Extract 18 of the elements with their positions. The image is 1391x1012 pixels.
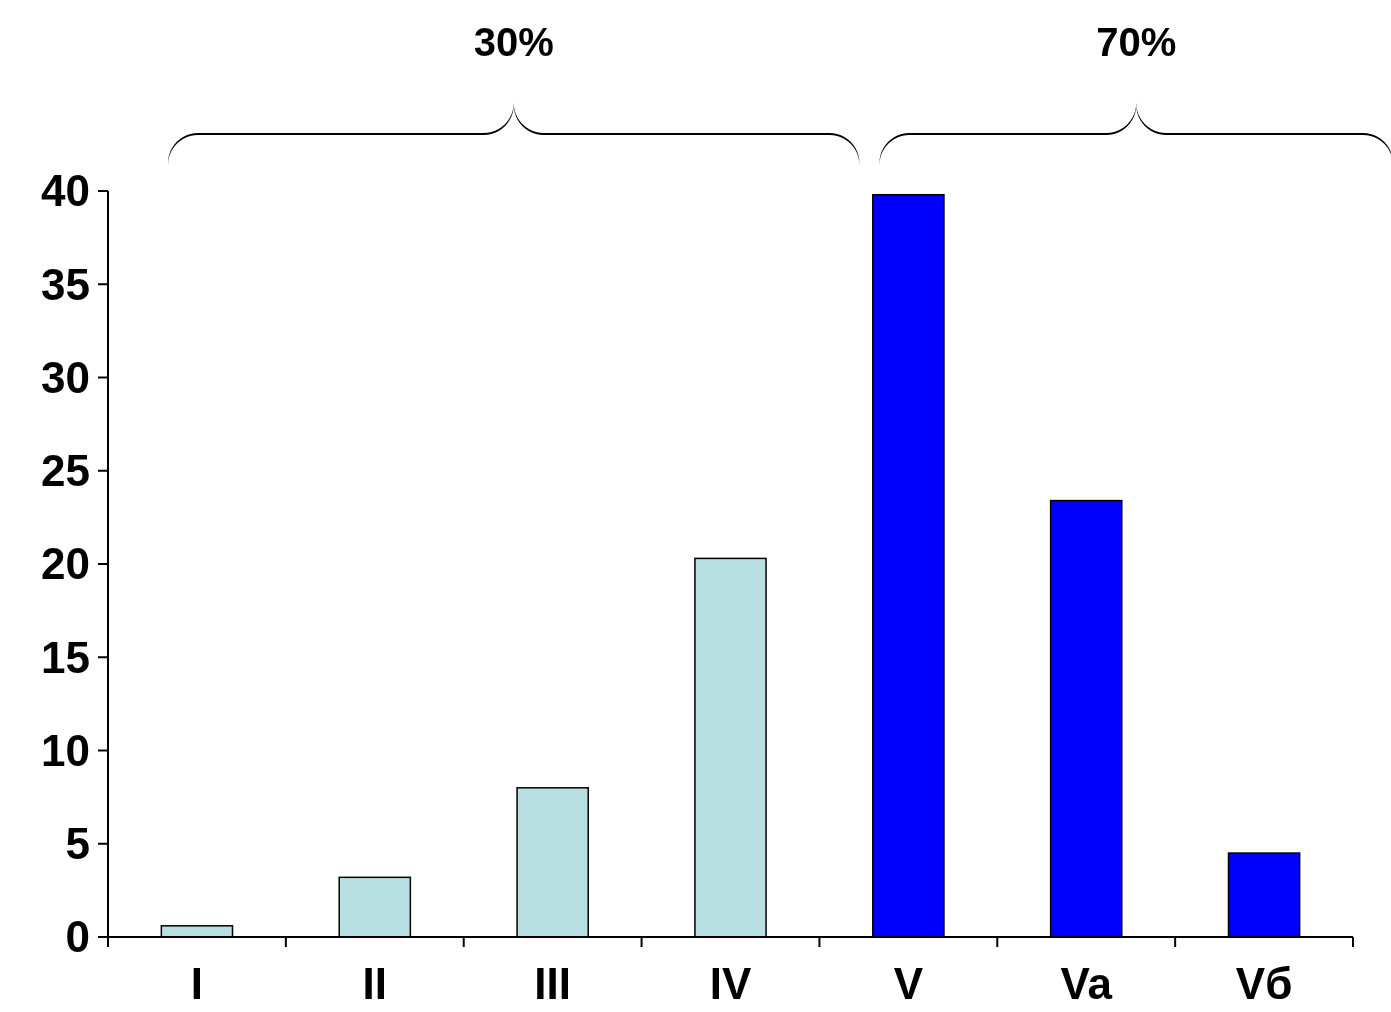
y-tick-label: 10	[41, 725, 90, 775]
x-tick-label: I	[190, 959, 204, 1008]
y-tick-label: 0	[65, 912, 90, 962]
x-tick-label: Vб	[1235, 959, 1293, 1008]
y-tick-label: 30	[41, 352, 90, 402]
y-tick-label: 35	[41, 259, 90, 309]
x-tick-label: Va	[1060, 959, 1113, 1008]
y-tick-label: 25	[41, 446, 90, 496]
x-tick-label: III	[534, 959, 571, 1008]
x-tick-label: V	[893, 959, 924, 1008]
y-tick-label: 5	[65, 819, 90, 869]
y-tick-label: 15	[41, 632, 90, 682]
text: 70%	[1096, 20, 1177, 64]
y-tick-label: 40	[41, 166, 90, 216]
x-tick-label: IV	[709, 959, 752, 1008]
y-tick-label: 20	[41, 539, 90, 589]
text: 30%	[473, 20, 554, 64]
x-tick-label: II	[362, 959, 388, 1008]
